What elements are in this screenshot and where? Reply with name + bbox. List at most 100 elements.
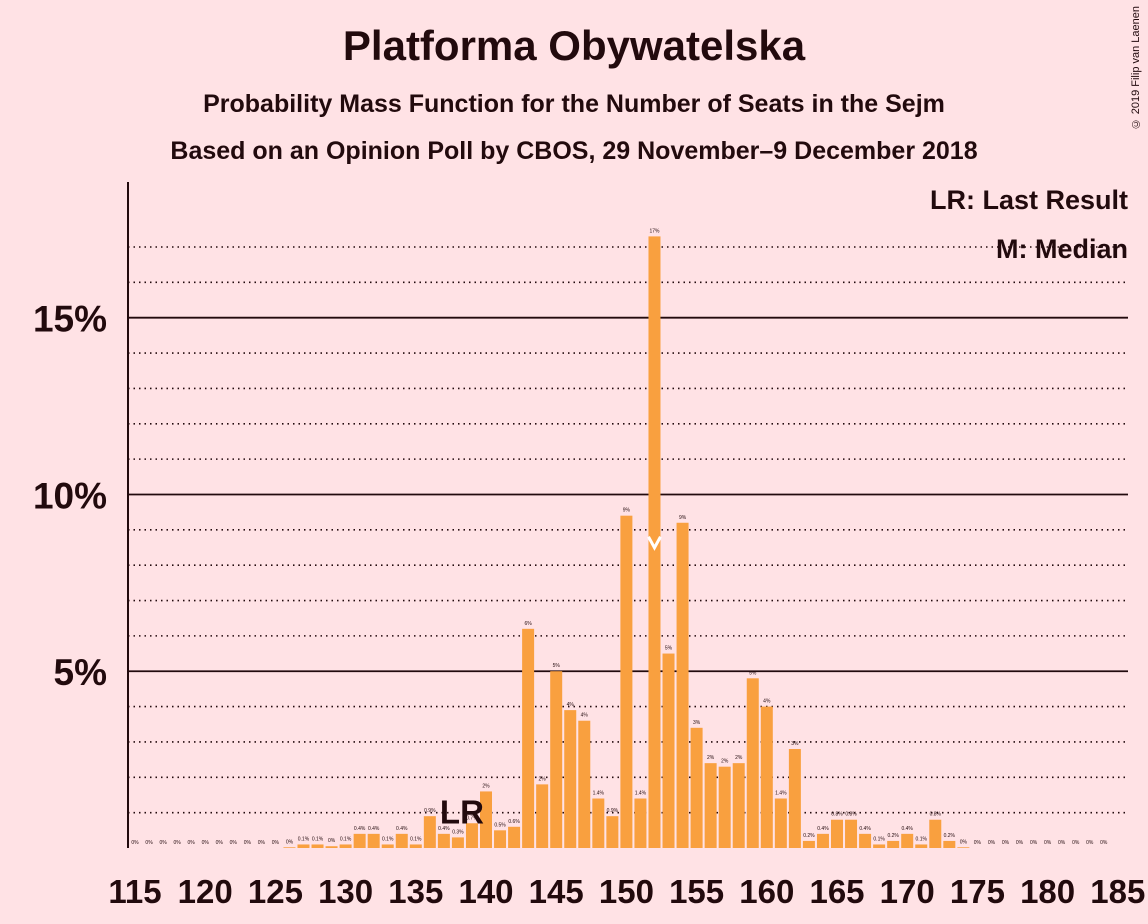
bar-value-label: 0.2% — [887, 833, 899, 839]
bar-seat-154 — [676, 522, 689, 848]
median-marker — [647, 536, 662, 551]
bar-value-label: 0% — [1058, 840, 1066, 846]
bar-seat-172 — [929, 819, 942, 848]
bar-value-label: 6% — [525, 621, 533, 627]
bar-value-label: 0.1% — [312, 836, 324, 842]
bar-value-label: 5% — [749, 670, 757, 676]
x-tick-label: 165 — [809, 873, 864, 910]
bar-seat-160 — [760, 706, 773, 848]
bar-value-label: 0% — [174, 840, 182, 846]
bar-seat-129 — [325, 846, 338, 848]
bar-seat-141 — [494, 830, 507, 848]
x-tick-label: 160 — [739, 873, 794, 910]
bar-value-label: 0.4% — [901, 826, 913, 832]
bar-value-label: 0.9% — [607, 808, 619, 814]
bar-value-label: 1.4% — [775, 791, 787, 797]
bar-value-label: 0.4% — [438, 826, 450, 832]
bar-seat-145 — [550, 671, 563, 848]
bar-value-label: 5% — [553, 663, 561, 669]
x-tick-label: 130 — [318, 873, 373, 910]
bar-seat-126 — [283, 847, 296, 848]
bar-value-label: 0% — [272, 840, 280, 846]
bar-value-label: 0.7% — [466, 815, 478, 821]
bar-seat-157 — [718, 766, 731, 848]
x-tick-label: 145 — [529, 873, 584, 910]
x-tick-label: 150 — [599, 873, 654, 910]
x-tick-label: 185 — [1090, 873, 1145, 910]
x-tick-label: 175 — [950, 873, 1005, 910]
bar-value-label: 0% — [960, 839, 968, 845]
bar-value-label: 0.9% — [424, 808, 436, 814]
bar-value-label: 5% — [665, 646, 673, 652]
bar-value-label: 0% — [286, 839, 294, 845]
bar-value-label: 0.1% — [410, 836, 422, 842]
bar-seat-131 — [353, 833, 366, 848]
bar-seat-135 — [409, 844, 422, 848]
bar-seat-174 — [957, 847, 970, 848]
bar-value-label: 0.1% — [340, 836, 352, 842]
bar-seat-128 — [311, 844, 324, 848]
bar-value-label: 0.4% — [396, 826, 408, 832]
bar-seat-158 — [732, 763, 745, 848]
bar-value-label: 0.4% — [817, 826, 829, 832]
bar-value-label: 3% — [693, 720, 701, 726]
bar-value-label: 0.8% — [930, 812, 942, 818]
bar-value-label: 0% — [188, 840, 196, 846]
bar-value-label: 2% — [482, 783, 490, 789]
bar-seat-166 — [845, 819, 858, 848]
bar-seat-149 — [606, 816, 619, 848]
x-tick-label: 155 — [669, 873, 724, 910]
bar-value-label: 2% — [721, 759, 729, 765]
bar-value-label: 0% — [131, 840, 139, 846]
bar-value-label: 0% — [328, 838, 336, 844]
bar-seat-153 — [662, 653, 675, 848]
bar-seat-138 — [451, 837, 464, 848]
bar-seat-146 — [564, 710, 577, 848]
bar-seat-173 — [943, 840, 956, 848]
bar-value-label: 2% — [539, 776, 547, 782]
bar-value-label: 0.3% — [452, 829, 464, 835]
bar-value-label: 0.4% — [368, 826, 380, 832]
bar-seat-169 — [887, 840, 900, 848]
bar-seat-139 — [465, 823, 478, 848]
bar-seat-155 — [690, 727, 703, 848]
bar-value-label: 2% — [735, 755, 743, 761]
bar-value-label: 0.8% — [831, 812, 843, 818]
bar-seat-127 — [297, 844, 310, 848]
bar-value-label: 0% — [230, 840, 238, 846]
bar-value-label: 0.1% — [382, 836, 394, 842]
legend-median: M: Median — [996, 234, 1128, 264]
x-tick-label: 125 — [248, 873, 303, 910]
bar-value-label: 0% — [244, 840, 252, 846]
bar-value-label: 0% — [258, 840, 266, 846]
bar-value-label: 0.2% — [803, 833, 815, 839]
bar-value-label: 0% — [988, 840, 996, 846]
chart-subtitle: Probability Mass Function for the Number… — [203, 90, 945, 118]
bar-value-label: 4% — [763, 699, 771, 705]
bar-value-label: 0% — [145, 840, 153, 846]
page-title: Platforma Obywatelska — [342, 22, 806, 69]
bar-value-label: 0.4% — [354, 826, 366, 832]
bar-value-label: 0% — [1030, 840, 1038, 846]
bar-value-label: 0% — [202, 840, 210, 846]
bar-value-label: 0.5% — [494, 822, 506, 828]
bar-seat-137 — [437, 833, 450, 848]
bar-value-label: 0.4% — [859, 826, 871, 832]
legend-last-result: LR: Last Result — [930, 185, 1128, 215]
x-tick-label: 120 — [178, 873, 233, 910]
bar-seat-134 — [395, 833, 408, 848]
x-tick-label: 135 — [388, 873, 443, 910]
y-tick-label: 15% — [33, 299, 107, 340]
bar-value-label: 0% — [974, 840, 982, 846]
bar-seat-161 — [774, 798, 787, 848]
bar-seat-156 — [704, 763, 717, 848]
x-tick-label: 170 — [880, 873, 935, 910]
last-result-marker: LR — [440, 793, 484, 830]
bar-value-label: 1.4% — [593, 791, 605, 797]
bar-seat-136 — [423, 816, 436, 848]
bar-value-label: 0% — [1002, 840, 1010, 846]
bar-seat-140 — [480, 791, 492, 848]
bar-value-label: 9% — [623, 508, 631, 514]
bar-seat-148 — [592, 798, 605, 848]
